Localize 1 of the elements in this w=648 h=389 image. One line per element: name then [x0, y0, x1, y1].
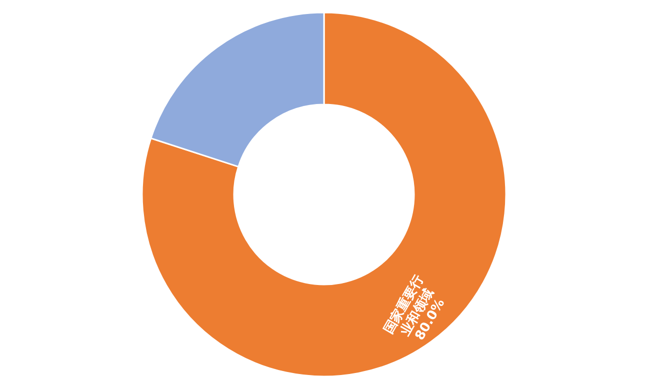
donut-slice [142, 12, 507, 378]
